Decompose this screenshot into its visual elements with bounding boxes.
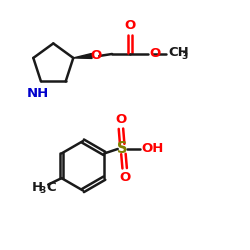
Text: O: O: [149, 48, 160, 60]
Text: C: C: [47, 181, 56, 194]
Text: O: O: [119, 171, 130, 184]
Polygon shape: [73, 54, 92, 59]
Text: 3: 3: [181, 52, 187, 62]
Text: O: O: [90, 50, 102, 62]
Text: CH: CH: [168, 46, 189, 60]
Text: NH: NH: [27, 87, 49, 100]
Text: S: S: [117, 142, 128, 156]
Text: O: O: [115, 113, 126, 126]
Text: H: H: [31, 181, 42, 194]
Text: OH: OH: [142, 142, 164, 156]
Text: O: O: [124, 20, 136, 32]
Text: 3: 3: [39, 186, 46, 195]
